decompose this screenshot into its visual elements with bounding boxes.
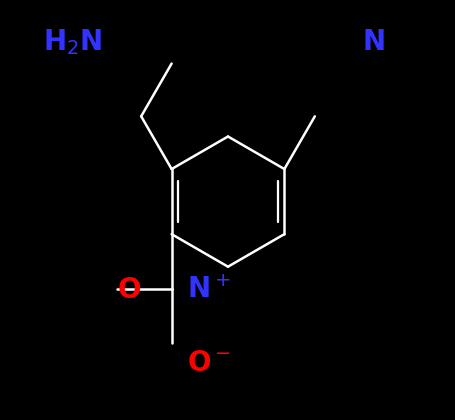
Text: O: O (117, 276, 141, 304)
Text: O$^-$: O$^-$ (187, 349, 231, 377)
Text: N: N (362, 28, 384, 56)
Text: H$_2$N: H$_2$N (43, 27, 102, 57)
Text: N$^+$: N$^+$ (187, 276, 230, 304)
